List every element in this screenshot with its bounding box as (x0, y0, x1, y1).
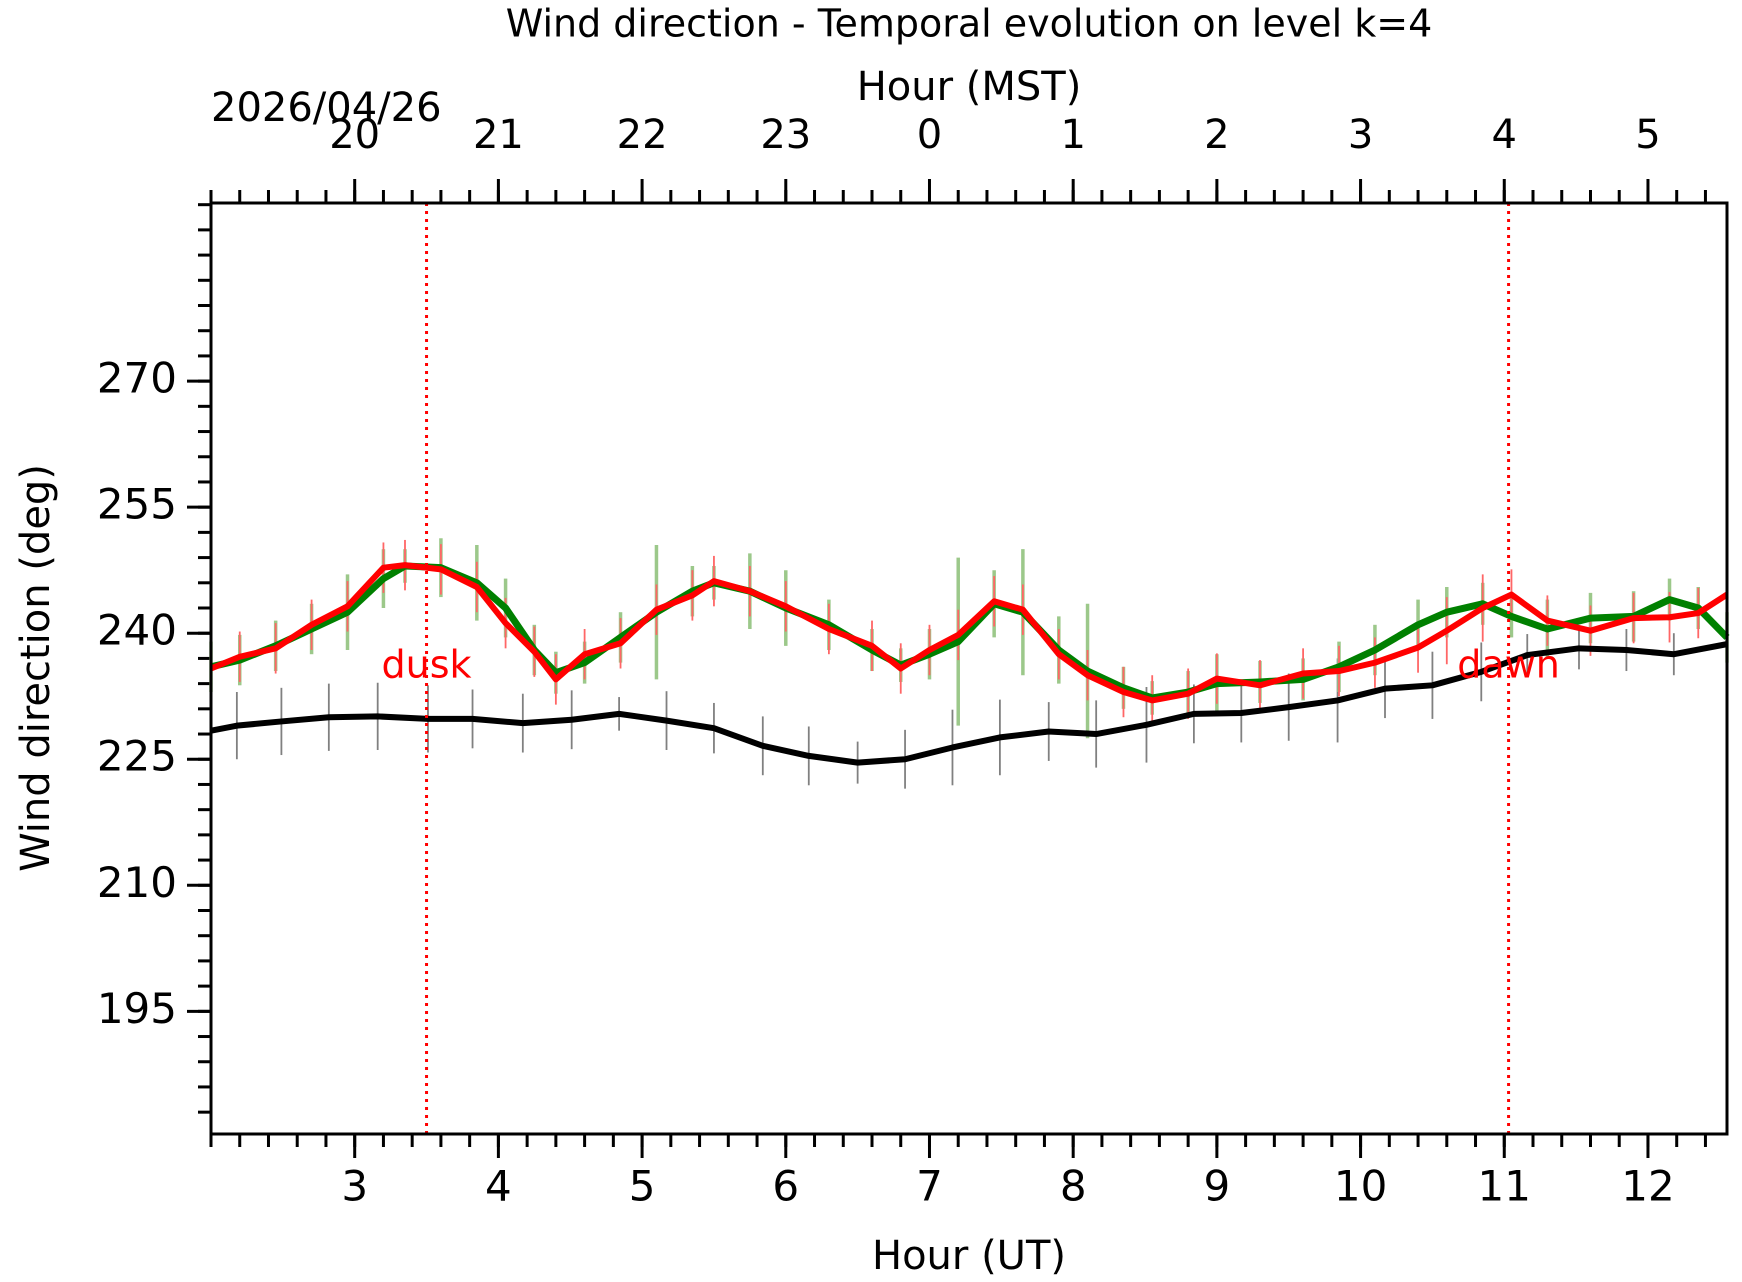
x2-tick-label: 4 (1492, 112, 1517, 158)
x-tick-label: 7 (916, 1162, 943, 1211)
x2-axis-label: Hour (MST) (857, 64, 1082, 110)
series-line (209, 562, 1729, 704)
x2-tick-label: 5 (1635, 112, 1660, 158)
x-tick-label: 4 (485, 1162, 512, 1211)
y-axis-label: Wind direction (deg) (13, 464, 59, 872)
y-tick-label: 210 (97, 858, 177, 907)
x-tick-label: 5 (629, 1162, 656, 1211)
x-tick-label: 12 (1621, 1162, 1674, 1211)
y-tick-label: 255 (97, 480, 177, 529)
x2-tick-label: 3 (1348, 112, 1373, 158)
x2-tick-label: 21 (473, 112, 524, 158)
series-line (210, 641, 1728, 766)
y-tick-label: 240 (97, 606, 177, 655)
event-label: dawn (1457, 642, 1560, 686)
x-tick-label: 8 (1060, 1162, 1087, 1211)
x-tick-label: 6 (772, 1162, 799, 1211)
x-tick-label: 9 (1204, 1162, 1231, 1211)
x-axis-label: Hour (UT) (872, 1233, 1066, 1279)
x2-tick-label: 0 (917, 112, 942, 158)
date-label: 2026/04/26 (211, 85, 442, 131)
y-tick-label: 225 (97, 732, 177, 781)
event-label: dusk (382, 642, 472, 686)
x-tick-label: 10 (1334, 1162, 1387, 1211)
x2-tick-label: 1 (1060, 112, 1085, 158)
plot-frame (209, 201, 1729, 1136)
x2-tick-label: 2 (1204, 112, 1229, 158)
x2-tick-label: 20 (329, 112, 380, 158)
x-tick-label: 3 (341, 1162, 368, 1211)
x-tick-label: 11 (1478, 1162, 1531, 1211)
x2-tick-label: 22 (617, 112, 668, 158)
y-tick-label: 270 (97, 354, 177, 403)
chart-title: Wind direction - Temporal evolution on l… (506, 2, 1433, 46)
y-tick-label: 195 (97, 984, 177, 1033)
x2-tick-label: 23 (760, 112, 811, 158)
